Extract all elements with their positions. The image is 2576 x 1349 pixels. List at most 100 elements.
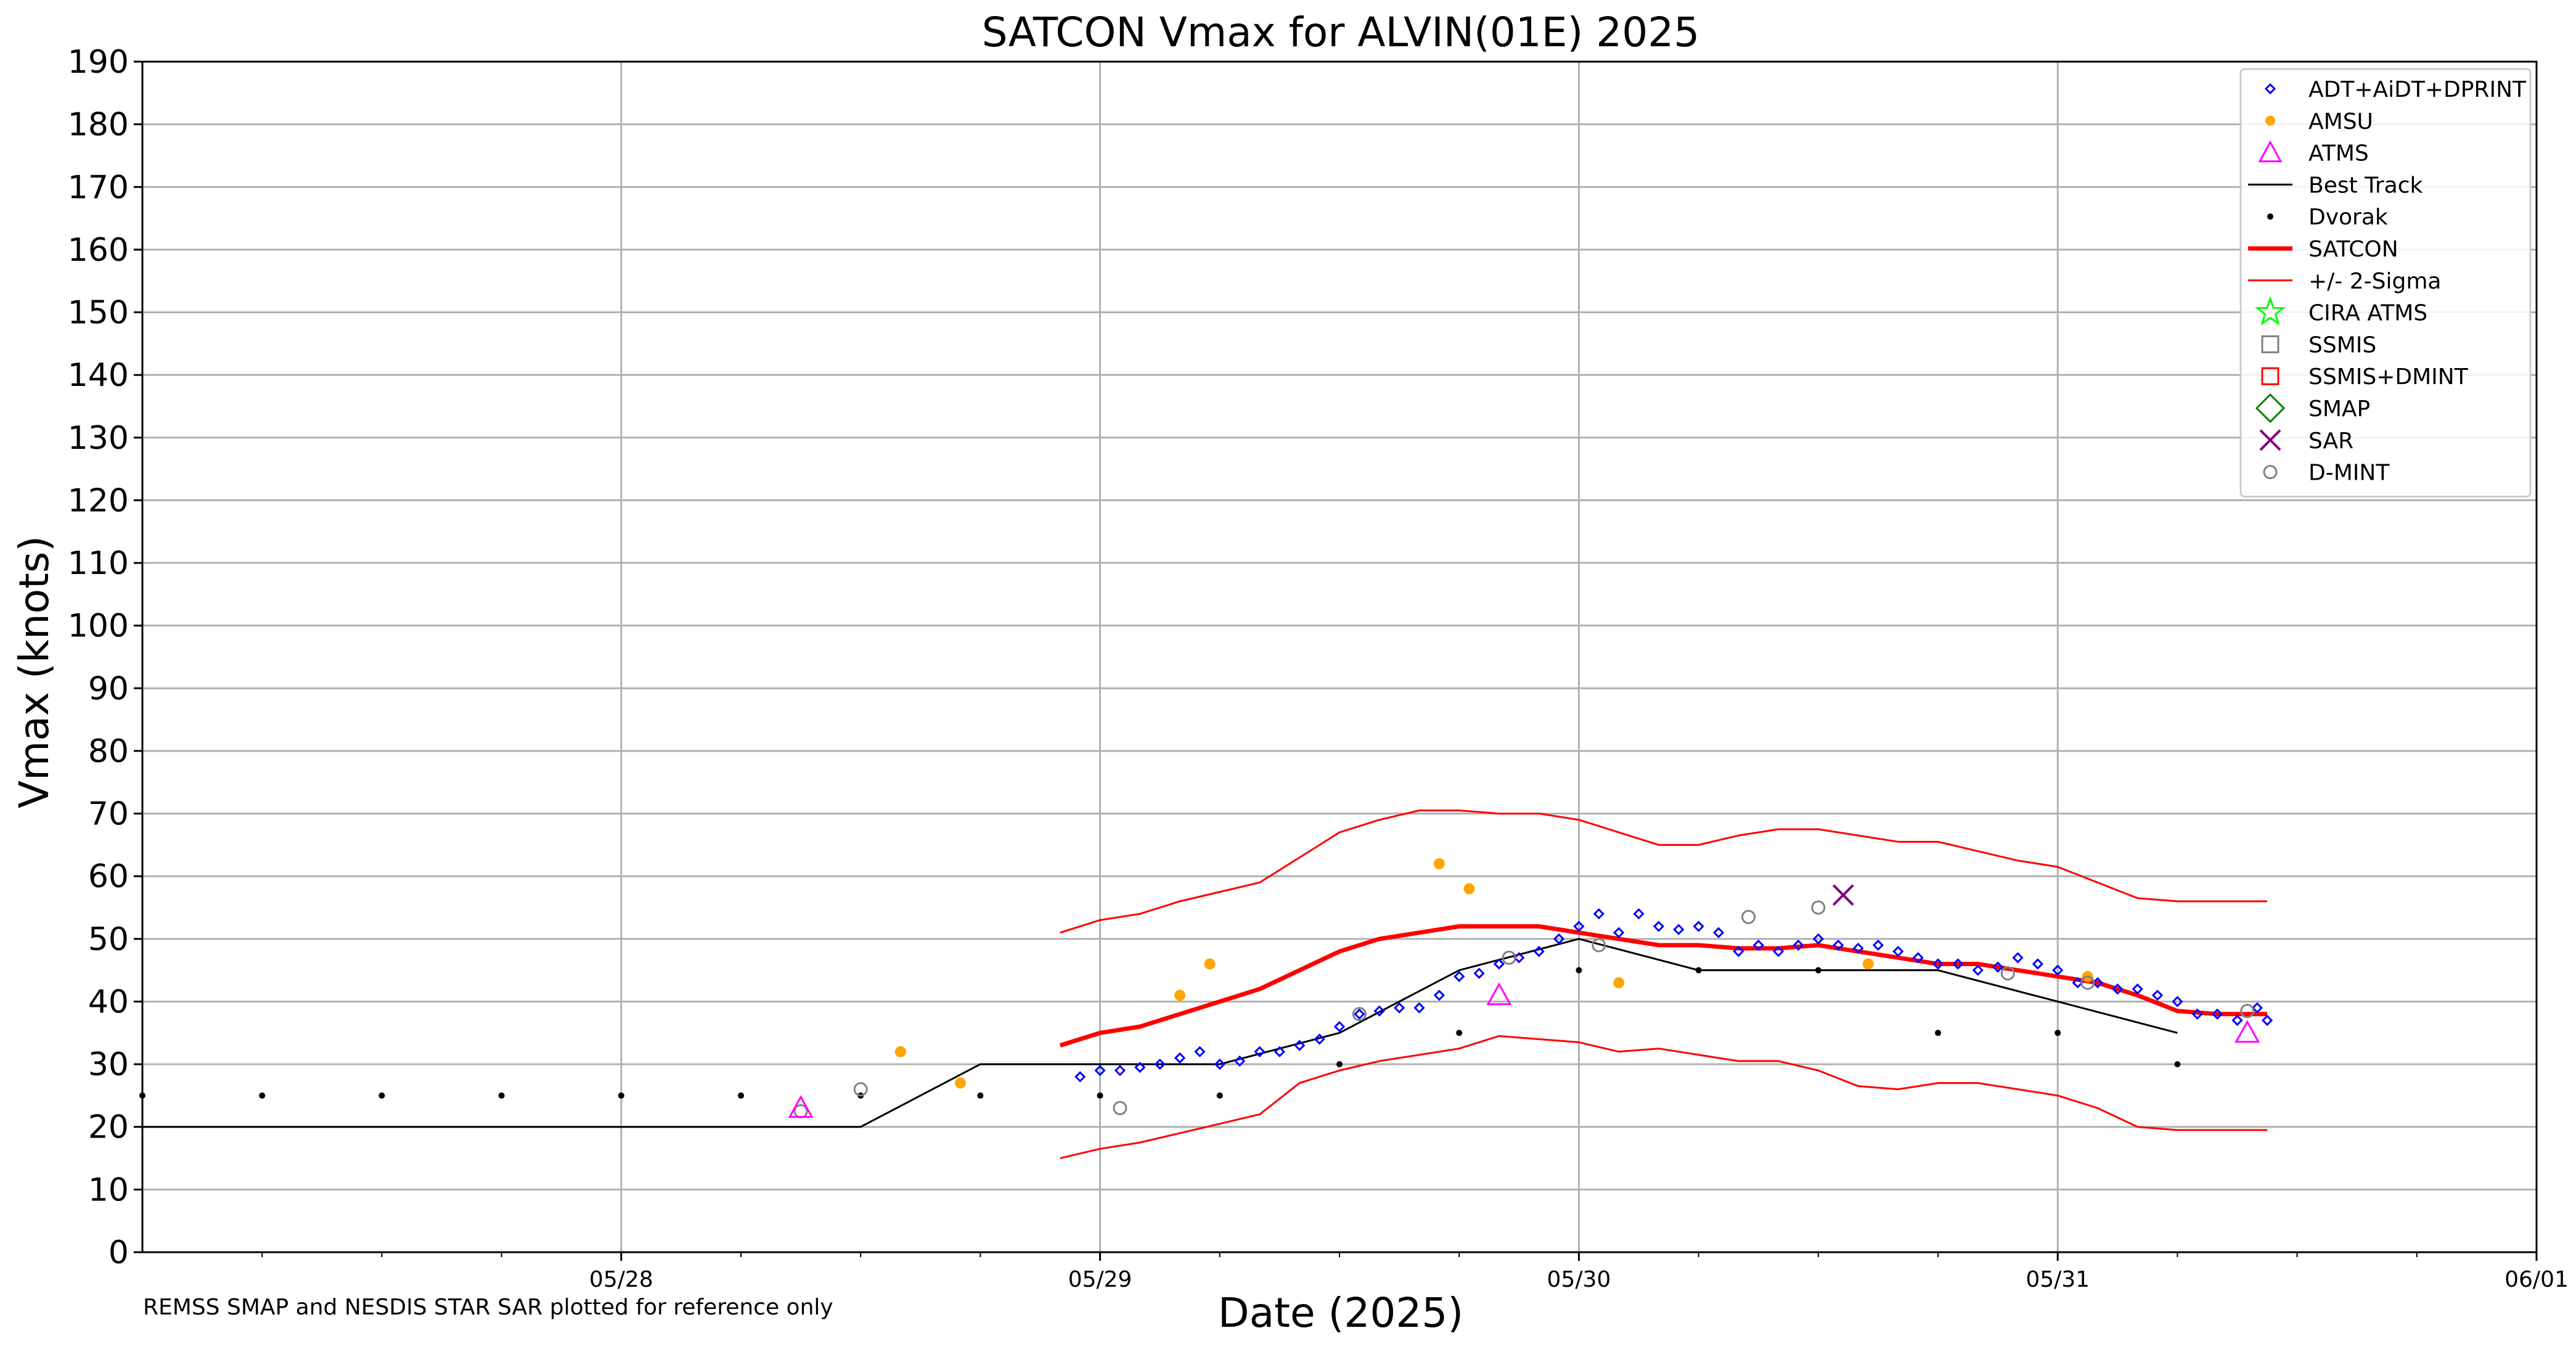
adt-point [1972, 964, 1984, 976]
amsu-point [1174, 990, 1186, 1001]
dvorak-point [618, 1092, 624, 1099]
dvorak-point [2174, 1061, 2181, 1068]
dvorak-point [1935, 1030, 1941, 1036]
adt-point [1653, 921, 1664, 932]
adt-point [1872, 939, 1884, 951]
y-tick-label: 10 [88, 1171, 129, 1208]
sigma-upper-line [1060, 809, 2268, 934]
y-tick-label: 150 [68, 295, 129, 332]
adt-point [2091, 977, 2104, 989]
y-tick-label: 100 [68, 608, 129, 645]
adt-point [2132, 983, 2143, 995]
dvorak-point [738, 1092, 744, 1099]
adt-point [1693, 921, 1704, 932]
dvorak-point [259, 1092, 266, 1099]
adt-point [2052, 964, 2064, 976]
dvorak-point [1216, 1092, 1223, 1099]
dmint-point [1502, 950, 1516, 965]
adt-point [1354, 1008, 1365, 1020]
amsu-point [894, 1046, 906, 1057]
legend-marker [2258, 140, 2283, 163]
atms-point [1486, 982, 1512, 1006]
legend-marker [2255, 393, 2286, 424]
x-axis-label: Date (2025) [1218, 1289, 1463, 1337]
legend-marker [2259, 429, 2281, 451]
dmint-point [1741, 909, 1756, 924]
y-tick-label: 170 [68, 169, 129, 206]
sigma-lower-line [1060, 1035, 2268, 1160]
amsu-point [1463, 883, 1475, 895]
legend-marker [2267, 213, 2273, 220]
satcon-line [1059, 924, 2268, 1048]
dvorak-point [1815, 967, 1822, 974]
legend: ADT+AiDT+DPRINT AMSU ATMS Best Track Dvorak S… [2239, 68, 2532, 498]
legend-label: Dvorak [2308, 205, 2388, 230]
legend-label: D-MINT [2308, 461, 2390, 486]
y-tick-label: 20 [88, 1109, 129, 1146]
legend-marker [2264, 83, 2276, 95]
adt-point [2151, 990, 2164, 1001]
adt-point [1932, 958, 1944, 970]
y-tick-label: 110 [68, 545, 129, 582]
y-axis-label: Vmax (knots) [10, 536, 58, 808]
legend-label: +/- 2-Sigma [2308, 269, 2441, 294]
dmint-point [853, 1082, 868, 1097]
dmint-point [2240, 1004, 2255, 1019]
legend-label: SAR [2308, 428, 2353, 454]
legend-box [2239, 68, 2532, 498]
legend-marker [2254, 296, 2286, 326]
adt-point [1833, 939, 1844, 951]
x-tick-label: 05/31 [2026, 1267, 2090, 1292]
legend-label: AMSU [2308, 109, 2373, 134]
adt-point [1413, 1002, 1425, 1014]
footnote: REMSS SMAP and NESDIS STAR SAR plotted f… [143, 1295, 833, 1320]
y-tick-label: 180 [68, 107, 129, 144]
y-tick-label: 80 [88, 733, 129, 770]
dmint-point [793, 1104, 808, 1118]
adt-point [1952, 958, 1964, 970]
adt-point [2012, 952, 2024, 964]
adt-point [1074, 1071, 1086, 1083]
amsu-point [1613, 977, 1625, 988]
sar-point [1832, 884, 1854, 906]
dvorak-point [1695, 967, 1702, 974]
adt-point [1852, 942, 1864, 954]
adt-point [1393, 1002, 1405, 1014]
dmint-point [1113, 1101, 1127, 1115]
adt-point [1194, 1046, 1206, 1057]
legend-label: SATCON [2308, 237, 2398, 262]
y-tick-label: 160 [68, 232, 129, 269]
y-tick-label: 90 [88, 670, 129, 707]
legend-label: CIRA ATMS [2308, 301, 2427, 326]
adt-point [1573, 921, 1585, 932]
adt-point [1114, 1065, 1126, 1076]
dvorak-point [378, 1092, 385, 1099]
adt-point [2251, 1002, 2263, 1014]
adt-point [1733, 946, 1744, 957]
legend-label: SSMIS+DMINT [2308, 364, 2469, 390]
plot-data [139, 809, 2273, 1160]
legend-label: ATMS [2308, 141, 2369, 166]
adt-point [1752, 939, 1764, 951]
dvorak-point [2055, 1030, 2061, 1036]
grid [142, 60, 2538, 1253]
adt-point [1254, 1046, 1266, 1057]
dmint-point [1592, 938, 1606, 953]
amsu-point [1862, 958, 1874, 970]
adt-point [1294, 1039, 1306, 1051]
adt-point [1214, 1058, 1225, 1070]
y-tick-label: 120 [68, 482, 129, 519]
y-tick-label: 50 [88, 921, 129, 958]
legend-label: ADT+AiDT+DPRINT [2308, 77, 2527, 102]
dvorak-point [1336, 1061, 1343, 1068]
adt-point [1673, 924, 1685, 935]
adt-point [1772, 946, 1785, 957]
adt-point [1174, 1052, 1186, 1064]
adt-point [2112, 983, 2124, 995]
adt-point [1992, 961, 2004, 973]
adt-point [1493, 958, 1505, 970]
dmint-point [1811, 900, 1826, 915]
adt-point [1154, 1058, 1166, 1070]
legend-label: SMAP [2308, 396, 2370, 422]
adt-point [1513, 952, 1525, 964]
